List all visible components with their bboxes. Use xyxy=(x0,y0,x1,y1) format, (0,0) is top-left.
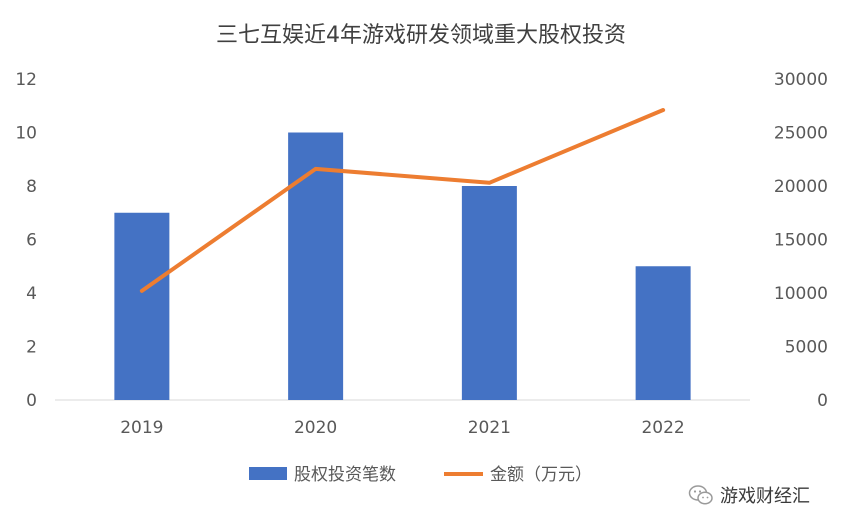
watermark-text: 游戏财经汇 xyxy=(720,486,810,507)
watermark: 游戏财经汇 xyxy=(688,482,810,508)
left-tick-label: 12 xyxy=(15,70,37,90)
right-tick-label: 25000 xyxy=(774,124,828,144)
legend-bar-swatch xyxy=(249,467,287,480)
right-tick-label: 15000 xyxy=(774,231,828,251)
x-tick-label: 2020 xyxy=(294,418,337,438)
left-tick-label: 10 xyxy=(15,124,37,144)
right-tick-label: 0 xyxy=(817,391,828,411)
left-tick-label: 4 xyxy=(26,284,37,304)
right-tick-label: 20000 xyxy=(774,177,828,197)
left-tick-label: 8 xyxy=(26,177,37,197)
right-tick-label: 10000 xyxy=(774,284,828,304)
chart-title: 三七互娱近4年游戏研发领域重大股权投资 xyxy=(216,23,626,48)
right-tick-label: 5000 xyxy=(785,338,828,358)
legend-bar-label: 股权投资笔数 xyxy=(294,465,396,485)
right-y-axis: 0 5000 10000 15000 20000 25000 30000 xyxy=(774,70,828,411)
x-tick-label: 2019 xyxy=(120,418,163,438)
legend: 股权投资笔数 金额（万元） xyxy=(249,465,592,485)
legend-line-label: 金额（万元） xyxy=(490,465,592,485)
x-tick-label: 2022 xyxy=(641,418,684,438)
bar-2020 xyxy=(288,132,344,400)
amount-line xyxy=(139,108,666,293)
bar-series xyxy=(114,132,691,400)
right-tick-label: 30000 xyxy=(774,70,828,90)
left-tick-label: 6 xyxy=(26,231,37,251)
left-y-axis: 0 2 4 6 8 10 12 xyxy=(15,70,37,411)
wechat-icon xyxy=(688,485,713,505)
bar-2019 xyxy=(114,212,170,400)
bar-2022 xyxy=(635,266,691,400)
left-tick-label: 2 xyxy=(26,338,37,358)
bar-2021 xyxy=(461,186,517,400)
line-series xyxy=(139,108,666,293)
left-tick-label: 0 xyxy=(26,391,37,411)
x-tick-label: 2021 xyxy=(468,418,511,438)
x-axis: 2019 2020 2021 2022 xyxy=(120,418,685,438)
